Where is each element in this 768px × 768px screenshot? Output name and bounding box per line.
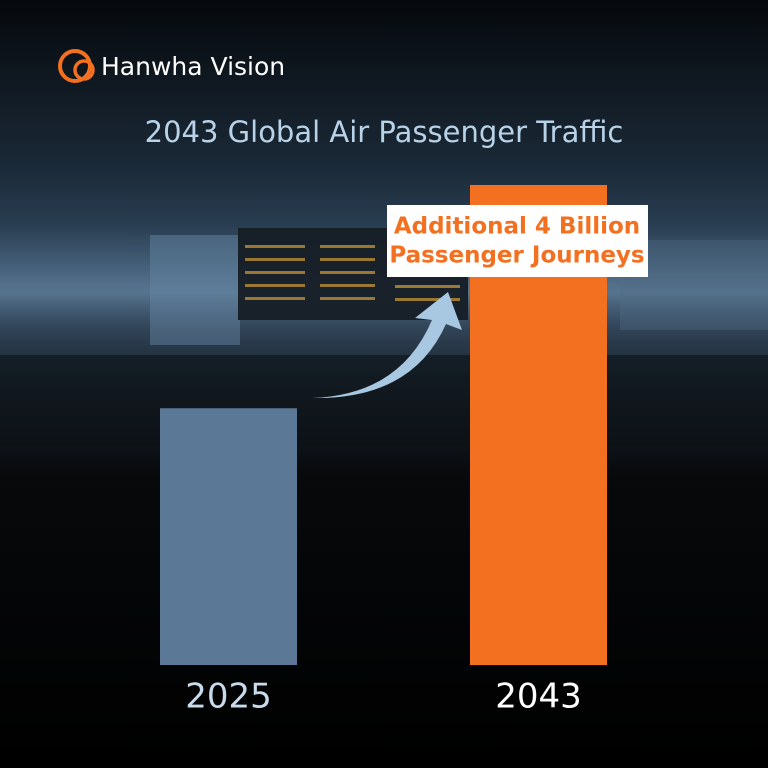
annotation-line: Additional 4 Billion <box>394 214 640 240</box>
arrow <box>312 292 462 399</box>
terminal-scene <box>0 225 768 445</box>
x-tick-label: 2043 <box>495 677 582 717</box>
bar <box>160 408 297 665</box>
annotation-box <box>387 205 648 277</box>
x-tick-label: 2025 <box>185 677 272 717</box>
logo: Hanwha Vision <box>58 49 285 83</box>
chart-title: 2043 Global Air Passenger Traffic <box>145 115 624 149</box>
logo-text: Hanwha Vision <box>101 52 285 81</box>
annotation-line: Passenger Journeys <box>389 243 644 269</box>
annotation: Additional 4 Billion Passenger Journeys <box>387 205 648 277</box>
